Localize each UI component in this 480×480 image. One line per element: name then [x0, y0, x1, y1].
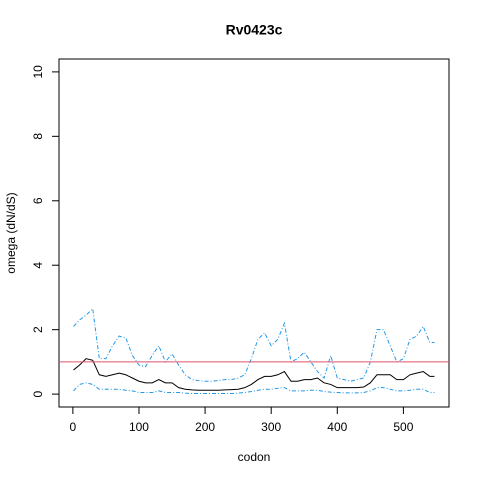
y-tick-label: 0 [31, 390, 45, 397]
x-tick-label: 500 [393, 420, 413, 434]
chart-title: Rv0423c [226, 22, 283, 38]
series-line [73, 382, 435, 394]
y-tick-label: 8 [31, 133, 45, 140]
series-line [73, 307, 435, 382]
x-tick-label: 100 [129, 420, 149, 434]
series-line [73, 358, 435, 391]
x-axis-label: codon [238, 450, 271, 464]
y-tick-label: 6 [31, 197, 45, 204]
y-tick-label: 4 [31, 262, 45, 269]
y-axis-label: omega (dN/dS) [4, 192, 18, 273]
y-tick-label: 10 [31, 65, 45, 79]
x-tick-label: 0 [70, 420, 77, 434]
x-tick-label: 200 [195, 420, 215, 434]
y-tick-label: 2 [31, 326, 45, 333]
x-tick-label: 300 [261, 420, 281, 434]
x-tick-label: 400 [327, 420, 347, 434]
plot-box [58, 58, 450, 408]
